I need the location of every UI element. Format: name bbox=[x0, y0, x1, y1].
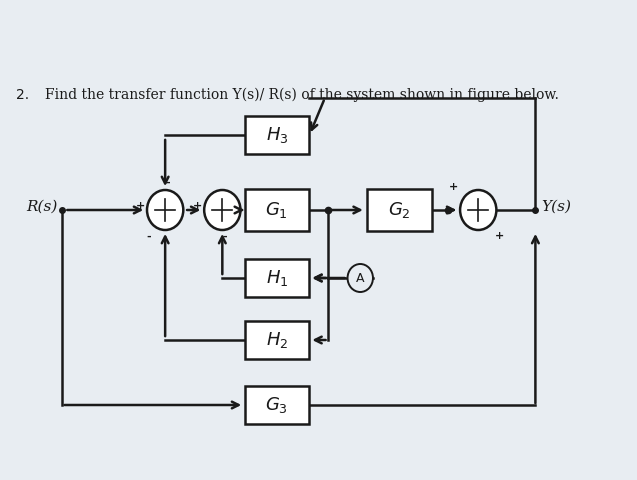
Text: $G_2$: $G_2$ bbox=[388, 200, 411, 220]
Circle shape bbox=[204, 190, 241, 230]
FancyBboxPatch shape bbox=[367, 189, 432, 231]
Text: -: - bbox=[223, 232, 227, 242]
Text: $H_2$: $H_2$ bbox=[266, 330, 288, 350]
FancyBboxPatch shape bbox=[245, 189, 308, 231]
Text: $H_1$: $H_1$ bbox=[266, 268, 288, 288]
Text: R(s): R(s) bbox=[25, 200, 57, 214]
Text: $G_3$: $G_3$ bbox=[266, 395, 288, 415]
Text: -: - bbox=[147, 232, 151, 242]
Text: +: + bbox=[449, 182, 458, 192]
Text: $G_1$: $G_1$ bbox=[266, 200, 288, 220]
Circle shape bbox=[147, 190, 183, 230]
Text: 2.: 2. bbox=[17, 88, 29, 102]
Circle shape bbox=[348, 264, 373, 292]
Text: A: A bbox=[356, 272, 364, 285]
FancyBboxPatch shape bbox=[245, 259, 308, 297]
Text: -: - bbox=[166, 178, 170, 188]
Text: +: + bbox=[494, 231, 504, 241]
Circle shape bbox=[460, 190, 496, 230]
FancyBboxPatch shape bbox=[245, 116, 308, 154]
Text: +: + bbox=[136, 201, 145, 211]
FancyBboxPatch shape bbox=[245, 386, 308, 424]
Text: +: + bbox=[193, 201, 203, 211]
Text: Y(s): Y(s) bbox=[541, 200, 571, 214]
FancyBboxPatch shape bbox=[245, 321, 308, 359]
Text: $H_3$: $H_3$ bbox=[266, 125, 288, 145]
Text: Find the transfer function Y(s)/ R(s) of the system shown in figure below.: Find the transfer function Y(s)/ R(s) of… bbox=[45, 88, 559, 102]
